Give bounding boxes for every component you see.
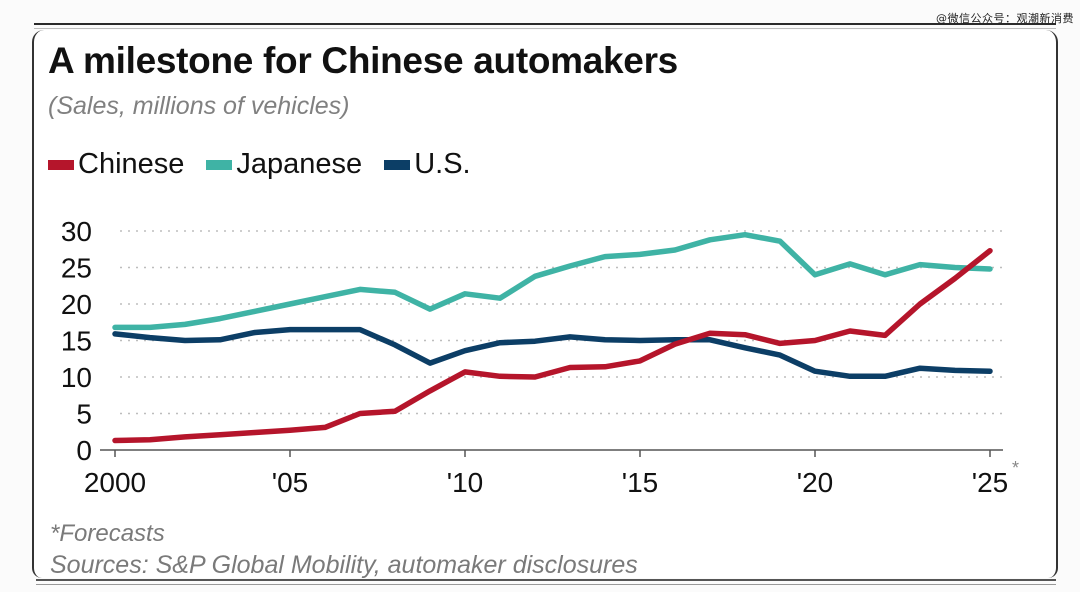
x-tick-label: '05: [272, 467, 309, 498]
series-line-japanese: [112, 231, 993, 331]
x-tick-label: '10: [447, 467, 484, 498]
gridlines: [120, 230, 1003, 415]
chart-title: A milestone for Chinese automakers: [48, 40, 678, 81]
legend: Chinese Japanese U.S.: [48, 148, 493, 181]
x-axis: 2000 '05 '10 '15 '20 '25 *: [84, 449, 1019, 498]
y-tick-label: 30: [61, 216, 92, 247]
sources-note: Sources: S&P Global Mobility, automaker …: [50, 551, 638, 579]
legend-item-chinese: Chinese: [48, 148, 184, 181]
series-line-us: [112, 326, 993, 380]
legend-swatch-japanese: [206, 159, 233, 170]
legend-item-japanese: Japanese: [206, 148, 362, 181]
legend-swatch-chinese: [48, 159, 74, 170]
legend-item-us: U.S.: [384, 148, 471, 181]
chart-subtitle: (Sales, millions of vehicles): [48, 92, 350, 120]
frame-bottom-rule-secondary: [36, 584, 1056, 585]
y-tick-label: 0: [76, 435, 92, 466]
footnote: *Forecasts: [50, 520, 165, 547]
series-line-chinese: [112, 247, 993, 444]
x-tick-label: '15: [622, 467, 659, 498]
legend-swatch-us: [384, 159, 411, 170]
forecast-asterisk: *: [1012, 458, 1019, 478]
frame-top-rule: [34, 23, 1056, 25]
y-tick-label: 5: [76, 399, 92, 430]
legend-label-chinese: Chinese: [78, 148, 185, 180]
y-tick-label: 15: [61, 326, 92, 357]
y-axis-ticks: 0 5 10 15 20 25 30: [61, 216, 92, 466]
series-lines: [112, 231, 993, 444]
x-tick-label: '20: [797, 467, 834, 498]
y-tick-label: 10: [61, 362, 92, 393]
frame-top-rule-secondary: [34, 28, 1056, 29]
x-tick-label: 2000: [84, 467, 146, 498]
legend-label-japanese: Japanese: [236, 148, 363, 180]
frame-bottom-rule: [36, 579, 1056, 581]
y-tick-label: 20: [61, 289, 92, 320]
legend-label-us: U.S.: [414, 148, 471, 180]
watermark: @微信公众号：观潮新消费: [936, 12, 1074, 25]
x-tick-label: '25: [972, 467, 1009, 498]
y-tick-label: 25: [61, 253, 92, 284]
